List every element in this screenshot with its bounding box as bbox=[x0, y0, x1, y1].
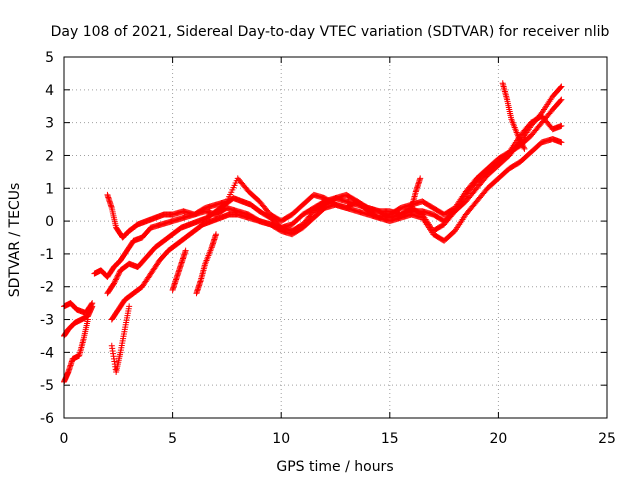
y-tick-label: -4 bbox=[40, 345, 54, 361]
y-axis-label: SDTVAR / TECUs bbox=[7, 183, 23, 298]
y-tick-label: 1 bbox=[45, 181, 54, 197]
y-tick-label: -6 bbox=[40, 411, 54, 427]
data-point bbox=[112, 276, 119, 283]
data-point bbox=[89, 303, 96, 310]
data-points bbox=[61, 80, 565, 385]
y-tick-label: 0 bbox=[45, 214, 54, 230]
data-point bbox=[517, 138, 524, 145]
data-point bbox=[558, 139, 565, 146]
data-series bbox=[408, 175, 424, 211]
plot-frame bbox=[63, 56, 608, 419]
data-series bbox=[499, 80, 528, 152]
data-point bbox=[116, 269, 123, 276]
data-point bbox=[417, 175, 424, 182]
data-point bbox=[111, 279, 118, 286]
data-point bbox=[519, 141, 526, 148]
y-tick-label: -1 bbox=[40, 247, 54, 263]
data-point bbox=[112, 277, 119, 284]
data-point bbox=[114, 273, 121, 280]
data-series bbox=[193, 231, 220, 297]
data-point bbox=[557, 84, 564, 91]
data-series bbox=[61, 300, 96, 316]
y-tick-label: 5 bbox=[45, 50, 54, 66]
data-point bbox=[518, 140, 525, 147]
data-point bbox=[520, 143, 527, 150]
y-tick-label: 2 bbox=[45, 148, 54, 164]
data-point bbox=[520, 144, 527, 151]
data-point bbox=[113, 275, 120, 282]
y-tick-label: 4 bbox=[45, 83, 54, 99]
data-point bbox=[213, 231, 220, 238]
data-point bbox=[84, 316, 91, 323]
data-point bbox=[521, 145, 528, 152]
y-tick-label: -5 bbox=[40, 378, 54, 394]
grid bbox=[64, 57, 607, 418]
x-tick-label: 5 bbox=[168, 431, 177, 447]
data-point bbox=[516, 136, 523, 143]
data-series bbox=[169, 247, 189, 294]
data-point bbox=[515, 134, 522, 141]
x-tick-label: 10 bbox=[272, 431, 290, 447]
data-point bbox=[557, 97, 564, 104]
data-point bbox=[182, 247, 189, 254]
y-tick-label: 3 bbox=[45, 116, 54, 132]
axis-ticks: 0 5 10 15 20 25 -6 -5 -4 -3 -2 -1 0 1 2 3 4 5 bbox=[40, 50, 616, 447]
data-point bbox=[558, 96, 565, 103]
data-point bbox=[110, 280, 117, 287]
data-series bbox=[108, 303, 133, 376]
data-point bbox=[115, 271, 122, 278]
chart-title: Day 108 of 2021, Sidereal Day-to-day VTE… bbox=[51, 24, 610, 40]
x-tick-label: 20 bbox=[489, 431, 507, 447]
data-point bbox=[114, 272, 121, 279]
data-point bbox=[516, 135, 523, 142]
x-axis-label: GPS time / hours bbox=[276, 459, 393, 475]
data-point bbox=[558, 83, 565, 90]
x-tick-label: 15 bbox=[381, 431, 399, 447]
data-series bbox=[61, 303, 96, 339]
x-tick-label: 25 bbox=[598, 431, 616, 447]
data-point bbox=[518, 139, 525, 146]
data-series bbox=[108, 136, 565, 323]
y-tick-label: -2 bbox=[40, 280, 54, 296]
x-tick-label: 0 bbox=[60, 431, 69, 447]
data-point bbox=[514, 132, 521, 139]
data-point bbox=[126, 303, 133, 310]
data-series bbox=[61, 316, 91, 385]
y-tick-label: -3 bbox=[40, 313, 54, 329]
data-point bbox=[558, 122, 565, 129]
